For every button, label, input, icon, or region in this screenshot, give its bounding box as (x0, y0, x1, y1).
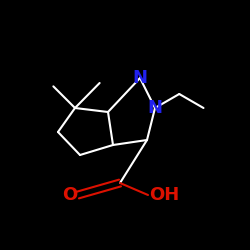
Text: N: N (148, 99, 162, 117)
Text: OH: OH (149, 186, 179, 204)
Text: O: O (62, 186, 78, 204)
Text: N: N (132, 69, 148, 87)
